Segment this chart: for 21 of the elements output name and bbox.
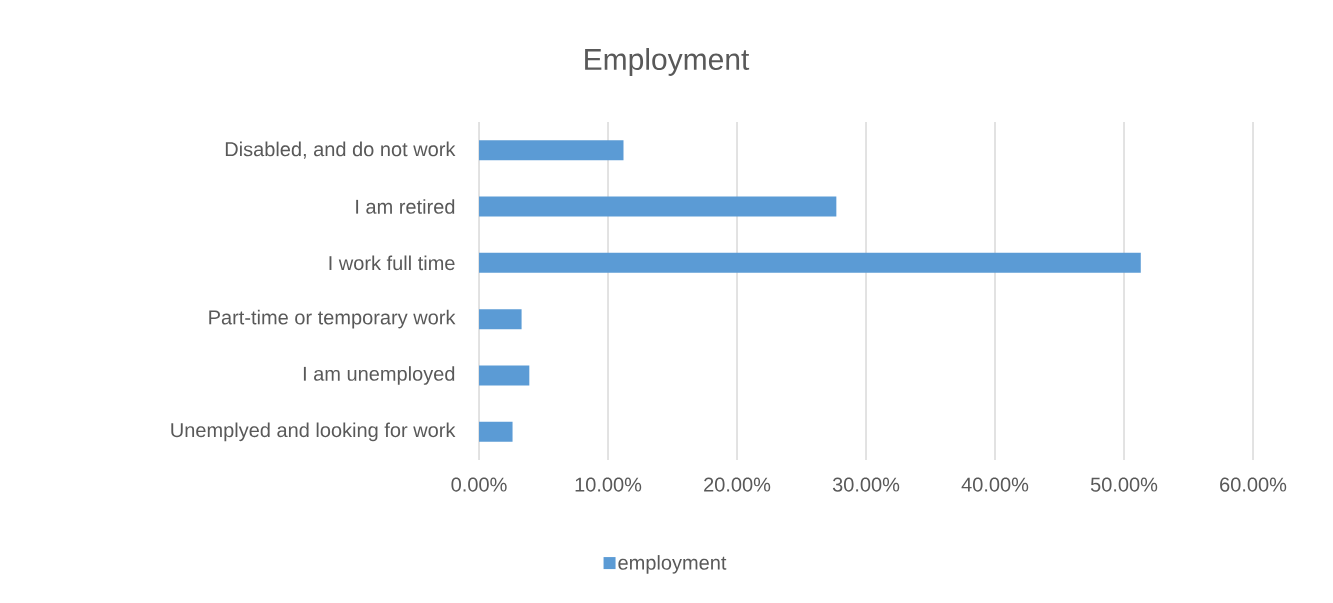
bar bbox=[479, 365, 530, 386]
y-tick-label: I am retired bbox=[356, 199, 455, 214]
x-tick-label: 40.00% bbox=[961, 477, 1029, 492]
bar bbox=[479, 196, 837, 217]
bar bbox=[479, 421, 513, 442]
y-tick-label: I am unemployed bbox=[303, 366, 455, 385]
x-tick-label: 20.00% bbox=[704, 477, 771, 492]
x-tick-label: 60.00% bbox=[1220, 477, 1287, 492]
bar bbox=[479, 252, 1141, 273]
y-tick-label: Part-time or temporary work bbox=[209, 309, 456, 329]
legend-label: employment bbox=[618, 555, 727, 574]
y-tick-label: I work full time bbox=[329, 255, 455, 271]
bar bbox=[479, 140, 624, 161]
chart-title: Employment bbox=[585, 48, 750, 76]
x-tick-label: 50.00% bbox=[1090, 477, 1158, 492]
x-tick-label: 10.00% bbox=[575, 477, 642, 492]
x-tick-label: 30.00% bbox=[832, 477, 900, 492]
y-tick-label: Disabled, and do not work bbox=[225, 141, 456, 159]
y-tick-label: Unemplyed and looking for work bbox=[171, 422, 456, 442]
bar bbox=[479, 309, 522, 330]
x-tick-label: 0.00% bbox=[451, 477, 507, 492]
